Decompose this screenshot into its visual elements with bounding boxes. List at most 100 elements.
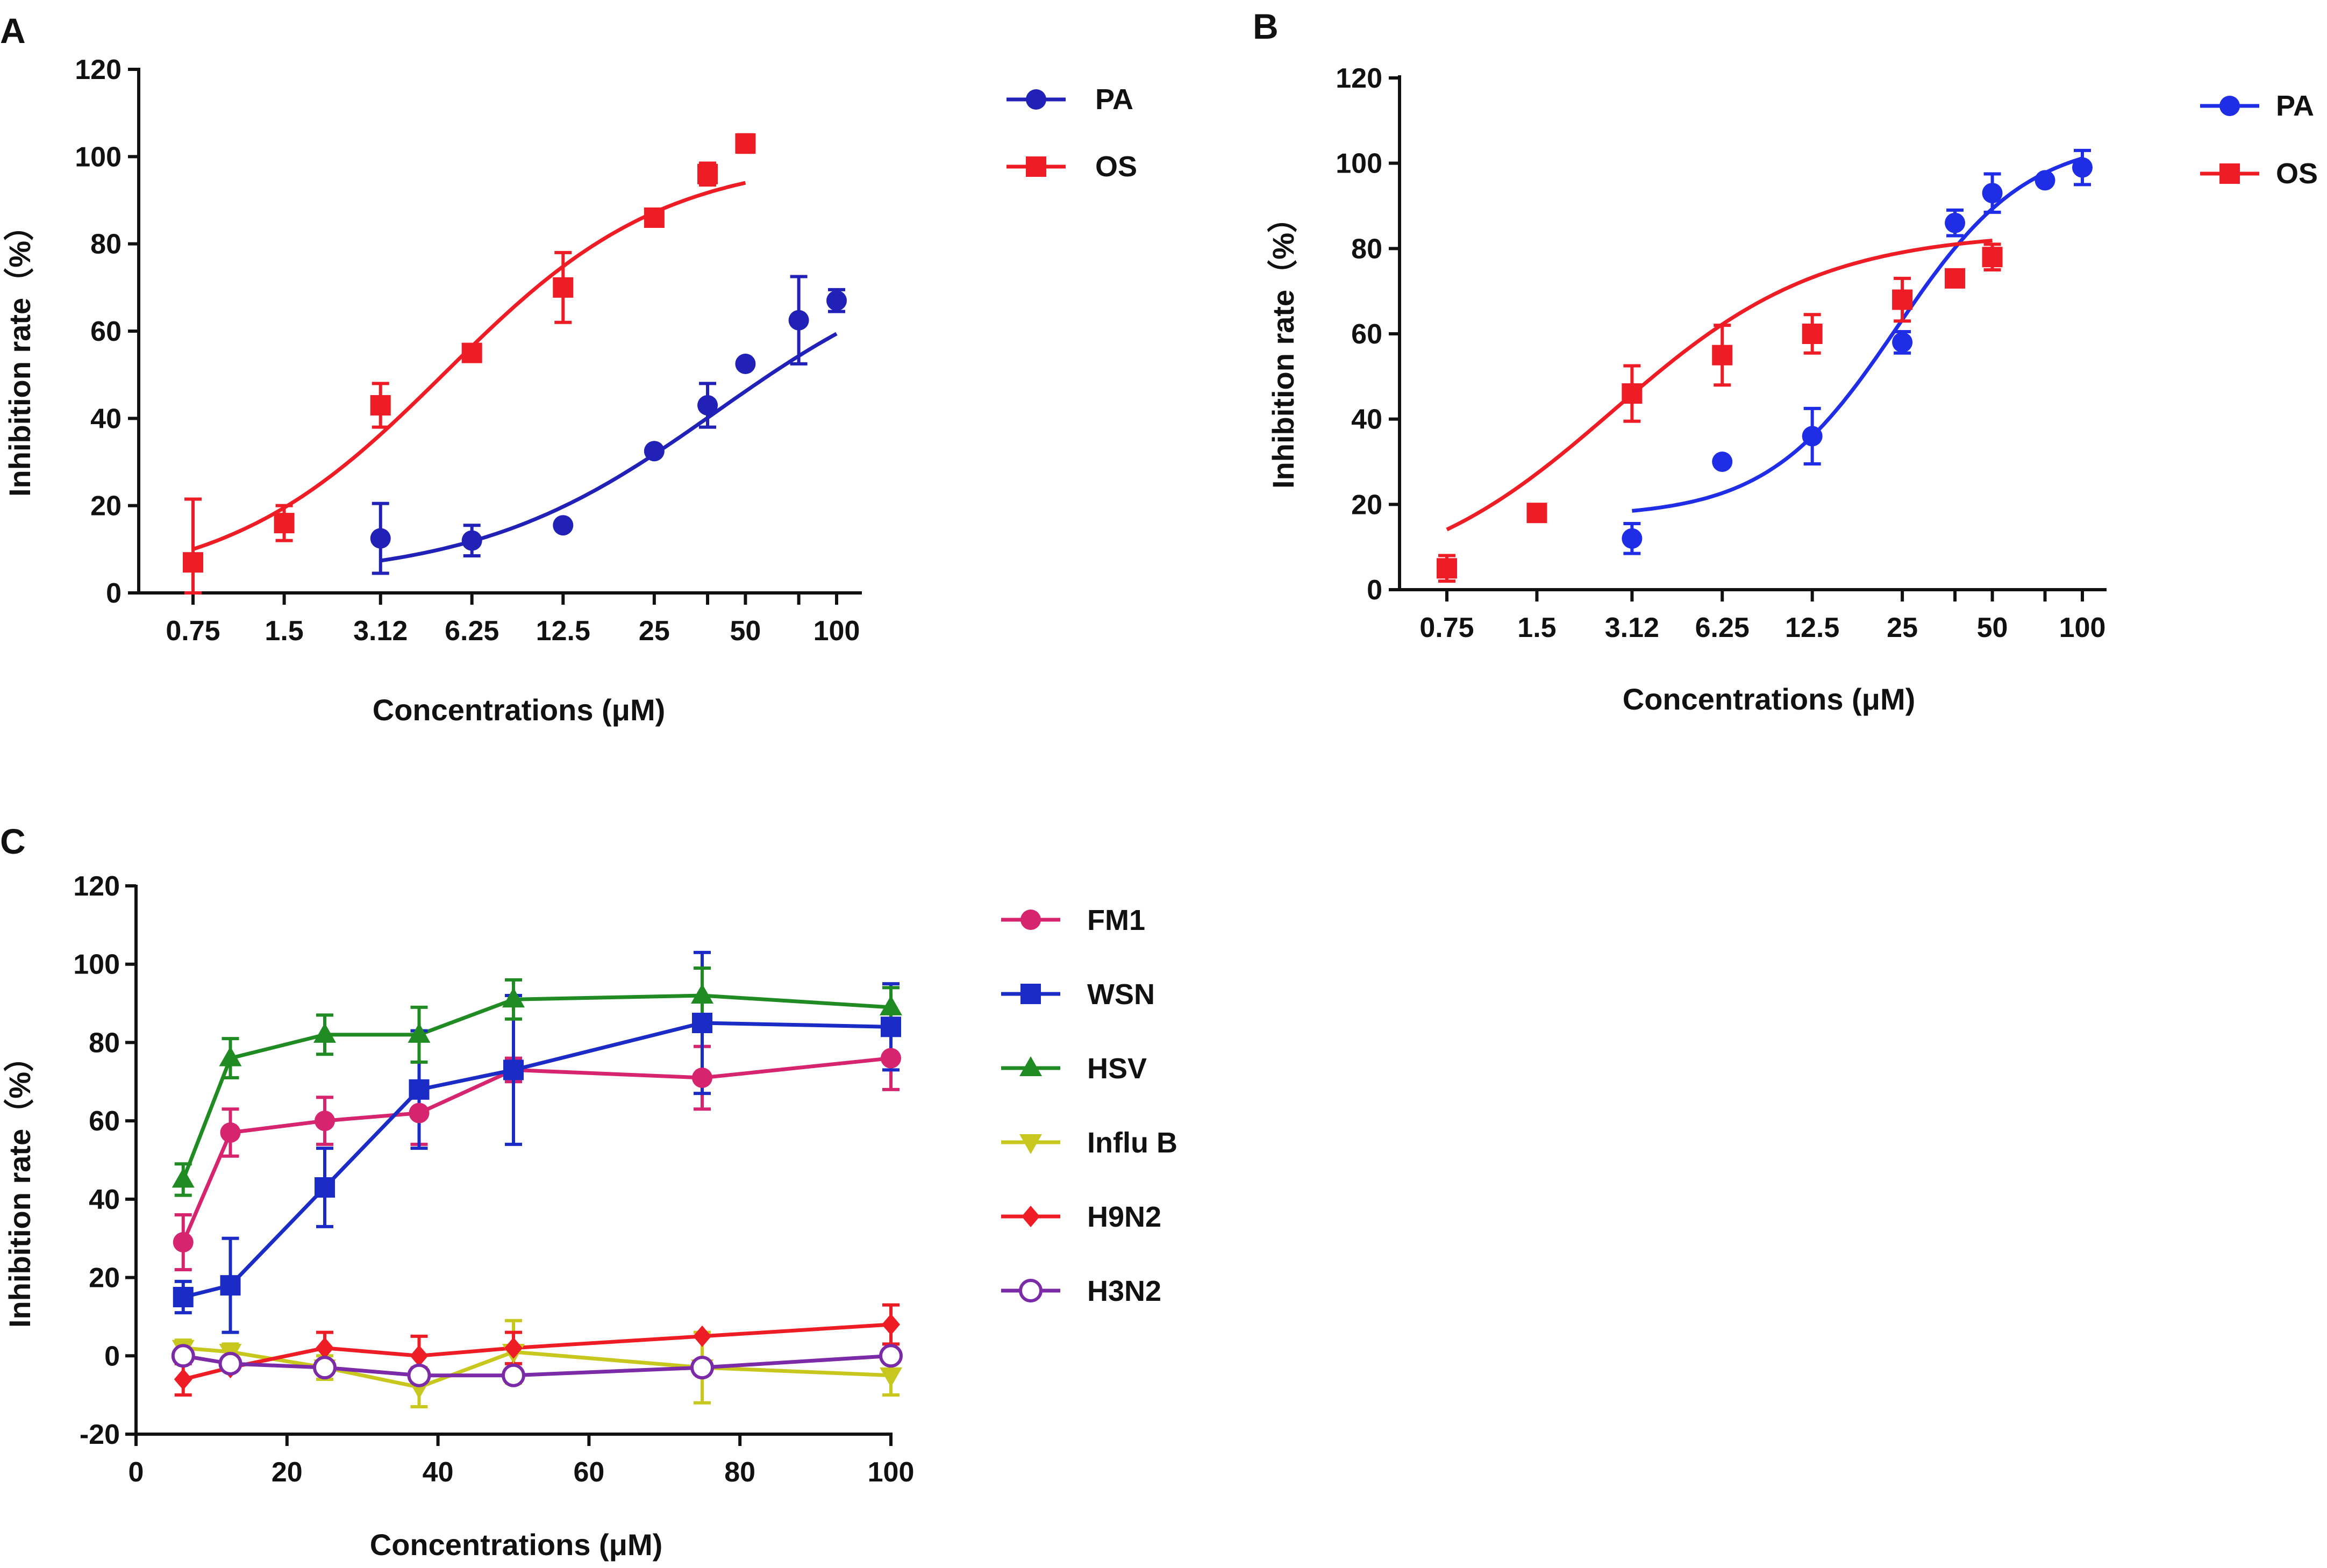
panel-b-point-os — [1437, 558, 1457, 579]
panel-c-series-lines — [181, 993, 891, 1390]
panel-a-point-os — [697, 163, 718, 184]
panel-a-y-tick-label: 60 — [90, 316, 122, 347]
panel-b-y-tick-label: 120 — [1336, 63, 1382, 94]
panel-c-line-fm1 — [181, 1056, 891, 1243]
panel-c-x-tick-label: 100 — [868, 1457, 915, 1488]
panel-a-point-os — [553, 277, 574, 298]
legend-item-pa: PA — [1007, 83, 1133, 116]
legend-item-os: OS — [1007, 151, 1137, 183]
panel-b-fit-curve-pa — [1632, 156, 2083, 513]
panel-a-x-tick-label: 25 — [639, 615, 670, 647]
panel-b-y-axis-title: Inhibition rate（%） — [1266, 203, 1300, 489]
legend-marker-wsn — [1020, 984, 1041, 1004]
panel-a-y-tick-label: 0 — [106, 578, 122, 609]
panel-c-label: C — [0, 821, 26, 861]
panel-b-y-tick-label: 80 — [1351, 233, 1382, 264]
panel-a-data-points — [183, 133, 847, 595]
panel-b-point-pa — [2072, 157, 2093, 178]
panel-a-point-pa — [644, 441, 665, 462]
panel-c-point-hsv — [880, 995, 902, 1015]
panel-c-point-wsn — [692, 1013, 712, 1033]
legend-label-h9n2: H9N2 — [1087, 1201, 1161, 1233]
legend-item-influ-b: Influ B — [1001, 1127, 1177, 1159]
panel-c-x-tick-label: 60 — [573, 1457, 604, 1488]
panel-a-point-pa — [461, 530, 482, 551]
panel-a-y-tick-label: 80 — [90, 229, 122, 260]
panel-c-line-wsn — [182, 1021, 891, 1299]
panel-b-point-os — [1982, 247, 2003, 268]
panel-c-y-tick-label: 20 — [89, 1263, 120, 1294]
panel-a-point-pa — [788, 310, 809, 331]
panel-b-x-tick-label: 6.25 — [1695, 612, 1750, 643]
panel-c-y-tick-label: 100 — [73, 949, 120, 980]
legend-item-fm1: FM1 — [1001, 904, 1145, 936]
panel-a-fit-curve-os — [192, 181, 746, 552]
legend-marker-pa — [1026, 89, 1046, 110]
panel-a-y-tick-label: 120 — [75, 54, 122, 85]
panel-c-legend: FM1 WSN HSV Influ B H9N2 H3N2 — [1001, 904, 1177, 1307]
panel-b-fit-curves — [1446, 156, 2083, 532]
panel-b-x-tick-label: 100 — [2059, 612, 2106, 643]
panel-b-y-tick-label: 100 — [1336, 148, 1382, 180]
panel-b-point-pa — [1892, 332, 1913, 353]
panel-a-point-os — [274, 513, 295, 534]
panel-c-x-tick-label: 0 — [129, 1457, 144, 1488]
panel-a-x-axis-title: Concentrations (μM) — [373, 693, 665, 727]
panel-c-point-h3n2 — [218, 1351, 242, 1376]
panel-a-y-tick-label: 100 — [75, 141, 122, 173]
panel-c-point-fm1 — [220, 1122, 241, 1143]
panel-c-data-points — [171, 950, 903, 1408]
panel-c-point-hsv — [172, 1168, 195, 1188]
panel-b-label: B — [1253, 6, 1279, 46]
panel-b-point-pa — [1802, 426, 1823, 447]
legend-label-fm1: FM1 — [1087, 904, 1145, 936]
panel-c-y-tick-label: -20 — [80, 1419, 120, 1450]
panel-a-x-tick-label: 0.75 — [166, 615, 220, 647]
panel-c-x-tick-label: 80 — [724, 1457, 755, 1488]
legend-marker-os — [2219, 163, 2240, 184]
panel-c-point-fm1 — [173, 1232, 194, 1252]
panel-a-y-ticks: 0 20 40 60 80 100 120 — [75, 54, 139, 609]
panel-b-y-ticks: 0 20 40 60 80 100 120 — [1336, 63, 1400, 606]
panel-c-y-tick-label: 80 — [89, 1027, 120, 1058]
panel-c-point-influ-b — [880, 1367, 902, 1387]
legend-marker-os — [1026, 156, 1046, 177]
panel-b-x-tick-label: 25 — [1887, 612, 1918, 643]
legend-label-influ-b: Influ B — [1087, 1127, 1177, 1159]
panel-a-error-bar-os — [184, 497, 202, 595]
panel-a-point-os — [735, 133, 756, 154]
legend-label-h3n2: H3N2 — [1087, 1275, 1161, 1307]
panel-c-y-tick-label: 40 — [89, 1184, 120, 1215]
panel-b-legend: PA OS — [2200, 90, 2318, 190]
panel-a-point-os — [183, 552, 203, 573]
panel-c-point-h3n2 — [171, 1344, 195, 1368]
panel-a-point-pa — [553, 515, 574, 536]
panel-c-y-tick-label: 120 — [73, 871, 120, 902]
panel-a-y-axis-title: Inhibition rate（%） — [3, 211, 37, 497]
panel-a-x-tick-label: 1.5 — [265, 615, 303, 647]
panel-a-point-os — [461, 342, 482, 363]
panel-c-x-tick-label: 40 — [423, 1457, 454, 1488]
panel-c-x-tick-label: 20 — [272, 1457, 303, 1488]
panel-c-point-fm1 — [315, 1111, 335, 1132]
legend-marker-h9n2 — [1022, 1206, 1040, 1227]
panel-c-point-hsv — [408, 1022, 431, 1043]
legend-marker-fm1 — [1020, 910, 1041, 930]
panel-a-y-tick-label: 40 — [90, 403, 122, 434]
panel-c: C Inhibition rate（%） Concentrations (μM)… — [0, 821, 1177, 1562]
legend-marker-hsv — [1019, 1056, 1042, 1076]
panel-a-x-tick-label: 100 — [813, 615, 860, 647]
panel-c-point-fm1 — [692, 1068, 712, 1088]
panel-c-point-h9n2 — [693, 1325, 711, 1347]
panel-c-point-h9n2 — [174, 1369, 192, 1390]
legend-label-os: OS — [1095, 151, 1137, 183]
legend-item-h9n2: H9N2 — [1001, 1201, 1161, 1233]
panel-b-x-tick-label: 3.12 — [1605, 612, 1659, 643]
legend-item-h3n2: H3N2 — [1001, 1275, 1161, 1307]
panel-c-y-tick-label: 60 — [89, 1106, 120, 1137]
panel-a-point-os — [644, 207, 665, 228]
panel-b-point-os — [1945, 268, 1966, 289]
legend-label-os: OS — [2276, 157, 2318, 190]
panel-b-point-os — [1622, 383, 1643, 404]
panel-c-point-hsv — [219, 1046, 242, 1066]
